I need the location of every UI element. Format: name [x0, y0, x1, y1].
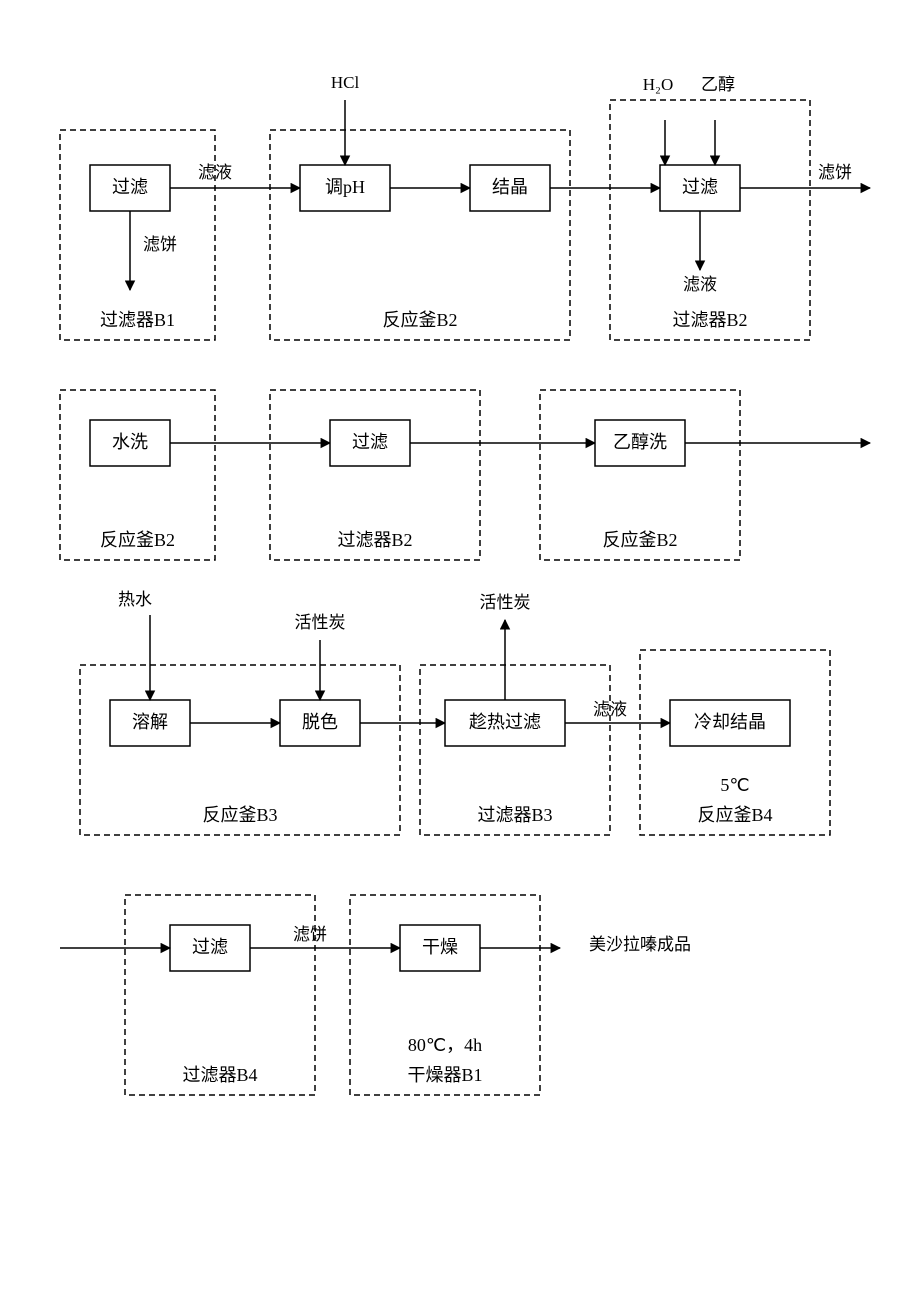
free-arrow-label: 活性炭: [480, 593, 531, 612]
node-label: 过滤: [192, 937, 228, 957]
group-g1: [60, 130, 215, 340]
group-label: 反应釜B2: [602, 530, 677, 550]
node-label: 脱色: [302, 712, 338, 732]
free-arrow-label: HCl: [331, 73, 360, 92]
node-label: 过滤: [352, 432, 388, 452]
group-sublabel: 5℃: [720, 775, 749, 795]
group-label: 反应釜B3: [202, 805, 277, 825]
group-g3: [610, 100, 810, 340]
group-label: 过滤器B2: [672, 310, 747, 330]
group-label: 反应釜B2: [382, 310, 457, 330]
node-label: 水洗: [112, 432, 148, 452]
group-label: 过滤器B3: [477, 805, 552, 825]
edge-label: 滤液: [593, 700, 627, 719]
free-arrow-label: 滤饼: [143, 235, 177, 254]
node-label: 趁热过滤: [469, 712, 541, 732]
edge-label: 滤饼: [293, 925, 327, 944]
group-label: 过滤器B4: [182, 1065, 257, 1085]
edge-label: 滤液: [198, 163, 232, 182]
node-label: 干燥: [422, 937, 458, 957]
free-label: H₂O: [643, 75, 673, 94]
group-label: 干燥器B1: [407, 1065, 482, 1085]
group-label: 反应釜B4: [697, 805, 772, 825]
free-arrow-label: 活性炭: [295, 613, 346, 632]
group-label: 过滤器B2: [337, 530, 412, 550]
node-label: 调pH: [325, 177, 365, 197]
free-arrow-label: 滤液: [683, 275, 717, 294]
node-label: 过滤: [682, 177, 718, 197]
node-label: 过滤: [112, 177, 148, 197]
node-label: 冷却结晶: [694, 712, 766, 732]
group-sublabel: 80℃，4h: [408, 1035, 482, 1055]
group-g2: [270, 130, 570, 340]
free-arrow-label: 滤饼: [818, 163, 852, 182]
node-label: 结晶: [492, 177, 528, 197]
free-arrow-label: 美沙拉嗪成品: [589, 935, 691, 954]
free-arrow-label: 热水: [118, 590, 152, 609]
flowchart-canvas: 过滤器B1 反应釜B2 过滤器B2 反应釜B2 过滤器B2 反应釜B2 反应釜B3 过滤器B3…: [0, 0, 920, 1302]
node-label: 乙醇洗: [613, 432, 667, 452]
free-label: 乙醇: [701, 75, 735, 94]
node-label: 溶解: [132, 712, 168, 732]
group-label: 过滤器B1: [100, 310, 175, 330]
group-label: 反应釜B2: [100, 530, 175, 550]
